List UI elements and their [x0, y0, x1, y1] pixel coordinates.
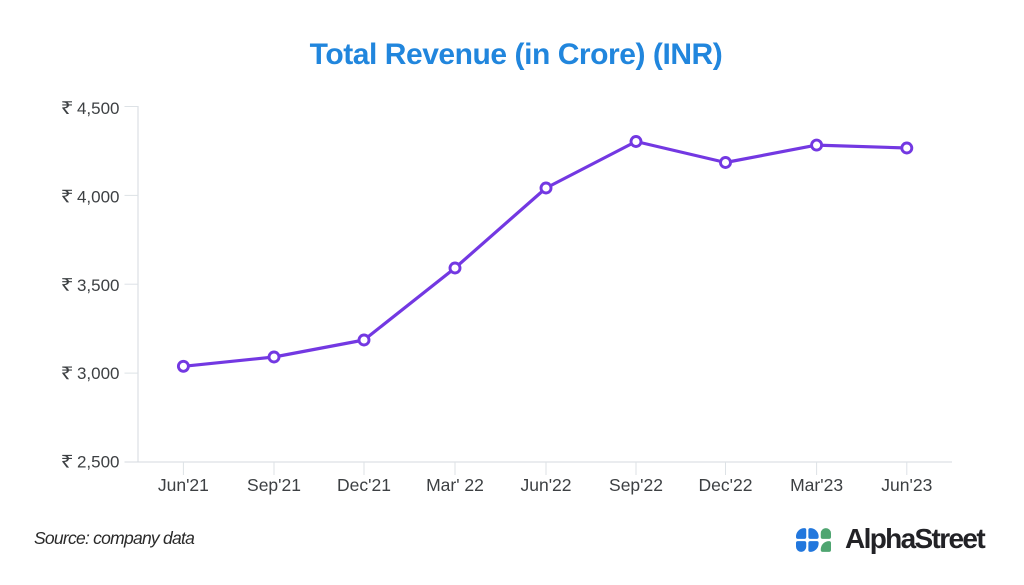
svg-text:Jun'21: Jun'21 — [158, 475, 209, 495]
svg-text:Mar'23: Mar'23 — [790, 475, 843, 495]
svg-text:4,500: 4,500 — [77, 99, 120, 118]
svg-text:Jun'22: Jun'22 — [520, 475, 571, 495]
svg-text:Jun'23: Jun'23 — [881, 475, 932, 495]
svg-text:Sep'22: Sep'22 — [609, 475, 663, 495]
svg-text:4,000: 4,000 — [77, 187, 120, 206]
svg-text:3,000: 3,000 — [77, 364, 120, 383]
svg-text:Dec'22: Dec'22 — [699, 475, 753, 495]
svg-text:2,500: 2,500 — [77, 453, 120, 472]
svg-text:Mar' 22: Mar' 22 — [426, 475, 484, 495]
svg-text:Sep'21: Sep'21 — [247, 475, 301, 495]
svg-text:3,500: 3,500 — [77, 276, 120, 295]
svg-text:Dec'21: Dec'21 — [337, 475, 391, 495]
